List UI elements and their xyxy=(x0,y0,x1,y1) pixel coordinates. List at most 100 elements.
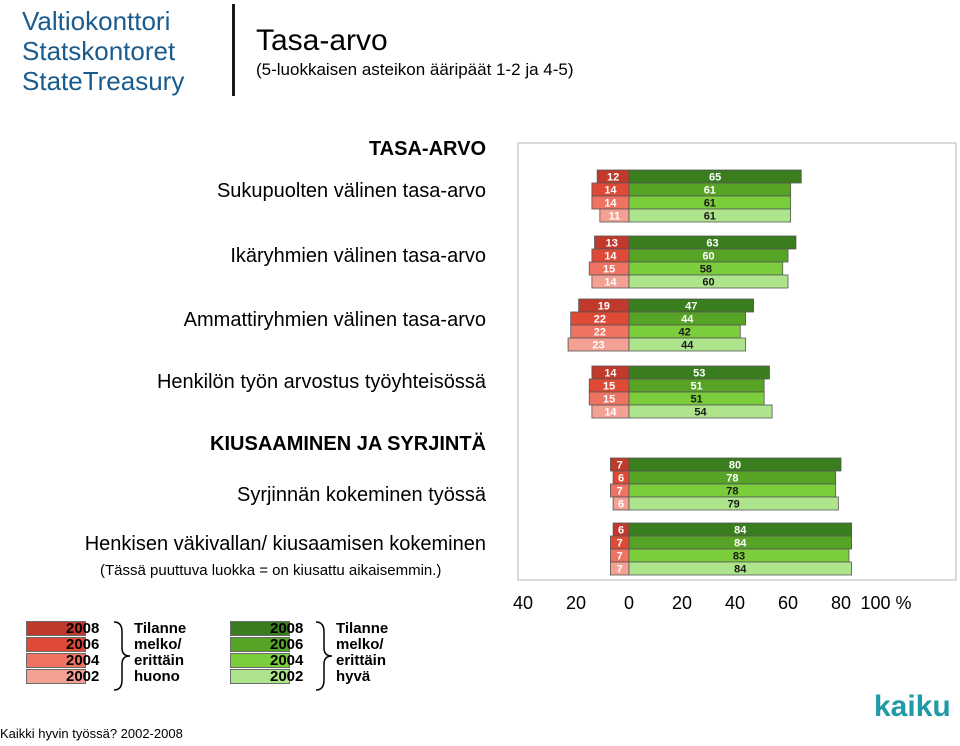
bar-label: 14 xyxy=(604,185,617,197)
x-tick-label: 100 % xyxy=(860,593,911,613)
bar-label: 6 xyxy=(618,525,624,537)
bar-label: 60 xyxy=(702,251,714,263)
bar-label: 51 xyxy=(690,381,702,393)
bar-label: 12 xyxy=(607,172,619,184)
bar-label: 14 xyxy=(604,198,617,210)
bar-label: 42 xyxy=(679,327,691,339)
legend-swatch-negative-2004 xyxy=(26,653,86,668)
legend-year: 2004 xyxy=(66,652,100,669)
legend-label-positive: melko/ xyxy=(336,636,384,653)
row-label: Ammattiryhmien välinen tasa-arvo xyxy=(183,309,486,331)
bar-label: 61 xyxy=(704,198,716,210)
bar-label: 80 xyxy=(729,460,741,472)
legend-year: 2006 xyxy=(66,636,100,653)
bar-label: 84 xyxy=(734,564,747,576)
bar-label: 63 xyxy=(706,238,718,250)
bar-label: 78 xyxy=(726,486,738,498)
legend-swatch-positive-2008 xyxy=(230,621,290,636)
legend-swatch-positive-2006 xyxy=(230,637,290,652)
bar-label: 79 xyxy=(728,499,740,511)
legend-label-negative: melko/ xyxy=(134,636,182,653)
bar-label: 11 xyxy=(609,211,621,223)
legend-swatch-negative-2006 xyxy=(26,637,86,652)
bar-positive xyxy=(628,404,773,419)
footer-caption: Kaikki hyvin työssä? 2002-2008 xyxy=(0,726,183,741)
section-heading-kiusaaminen: KIUSAAMINEN JA SYRJINTÄ xyxy=(210,433,486,455)
bar-label: 44 xyxy=(681,340,694,352)
legend-year: 2008 xyxy=(270,620,304,637)
page-subtitle: (5-luokkaisen asteikon ääripäät 1-2 ja 4… xyxy=(256,60,574,79)
bar-label: 61 xyxy=(704,185,716,197)
x-tick-label: 80 xyxy=(831,593,851,613)
legend-swatch-negative-2008 xyxy=(26,621,86,636)
legend-year: 2004 xyxy=(270,652,304,669)
legend-year: 2008 xyxy=(66,620,100,637)
legend-brace-positive-icon xyxy=(315,621,333,691)
header-divider xyxy=(232,4,235,96)
legend-swatch-negative-2002 xyxy=(26,669,86,684)
bar-label: 14 xyxy=(604,277,617,289)
bar-label: 14 xyxy=(604,368,617,380)
bar-label: 60 xyxy=(702,277,714,289)
bar-positive xyxy=(628,561,853,576)
section-heading-tasa-arvo: TASA-ARVO xyxy=(368,138,486,160)
logo-line: StateTreasury xyxy=(22,66,185,96)
row-label: Henkisen väkivallan/ kiusaamisen kokemin… xyxy=(84,533,486,555)
bar-label: 84 xyxy=(734,538,747,550)
legend-year: 2002 xyxy=(270,668,304,685)
x-tick-label: 40 xyxy=(725,593,745,613)
chart-note: (Tässä puuttuva luokka = on kiusattu aik… xyxy=(100,562,442,579)
legend-year: 2006 xyxy=(270,636,304,653)
bar-label: 65 xyxy=(709,172,721,184)
bar-positive xyxy=(628,337,746,352)
kaiku-logo: kaiku xyxy=(874,690,951,722)
bar-label: 22 xyxy=(594,314,606,326)
bar-label: 19 xyxy=(598,301,610,313)
bar-label: 47 xyxy=(685,301,697,313)
x-tick-label: 0 xyxy=(624,593,634,613)
bar-label: 15 xyxy=(603,394,615,406)
bar-label: 23 xyxy=(592,340,604,352)
bar-label: 7 xyxy=(617,564,623,576)
legend-label-negative: erittäin xyxy=(134,652,185,669)
legend-label-positive: erittäin xyxy=(336,652,387,669)
bar-label: 7 xyxy=(617,460,623,472)
row-label: Syrjinnän kokeminen työssä xyxy=(236,484,486,506)
legend-year: 2002 xyxy=(66,668,100,685)
row-label: Ikäryhmien välinen tasa-arvo xyxy=(230,245,486,267)
bar-label: 6 xyxy=(618,499,624,511)
bar-label: 15 xyxy=(603,381,615,393)
legend-label-positive: Tilanne xyxy=(336,620,389,637)
legend-label-negative: huono xyxy=(134,668,180,685)
valtiokonttori-logo: Valtiokonttori Statskontoret StateTreasu… xyxy=(22,6,184,96)
bar-label: 84 xyxy=(734,525,747,537)
legend-brace-negative-icon xyxy=(113,621,131,691)
bar-label: 13 xyxy=(606,238,618,250)
bar-label: 51 xyxy=(690,394,702,406)
row-label: Sukupuolten välinen tasa-arvo xyxy=(216,180,486,202)
bar-label: 22 xyxy=(594,327,606,339)
legend-label-negative: Tilanne xyxy=(134,620,187,637)
row-label: Henkilön työn arvostus työyhteisössä xyxy=(156,371,486,393)
page-title: Tasa-arvo xyxy=(256,24,388,57)
x-tick-label: 20 xyxy=(566,593,586,613)
legend-label-positive: hyvä xyxy=(336,668,371,685)
bar-positive xyxy=(628,274,789,289)
x-tick-label: 40 xyxy=(513,593,533,613)
bar-label: 54 xyxy=(694,407,707,419)
bar-label: 7 xyxy=(617,551,623,563)
bar-label: 14 xyxy=(604,407,617,419)
bar-label: 6 xyxy=(618,473,624,485)
bar-label: 58 xyxy=(700,264,712,276)
x-tick-label: 60 xyxy=(778,593,798,613)
x-tick-label: 20 xyxy=(672,593,692,613)
bar-label: 7 xyxy=(617,486,623,498)
logo-line: Valtiokonttori xyxy=(22,6,171,36)
bar-label: 83 xyxy=(733,551,745,563)
logo-line: Statskontoret xyxy=(22,36,176,66)
bar-positive xyxy=(628,496,839,511)
legend-swatch-positive-2004 xyxy=(230,653,290,668)
bar-label: 44 xyxy=(681,314,694,326)
bar-label: 15 xyxy=(603,264,615,276)
